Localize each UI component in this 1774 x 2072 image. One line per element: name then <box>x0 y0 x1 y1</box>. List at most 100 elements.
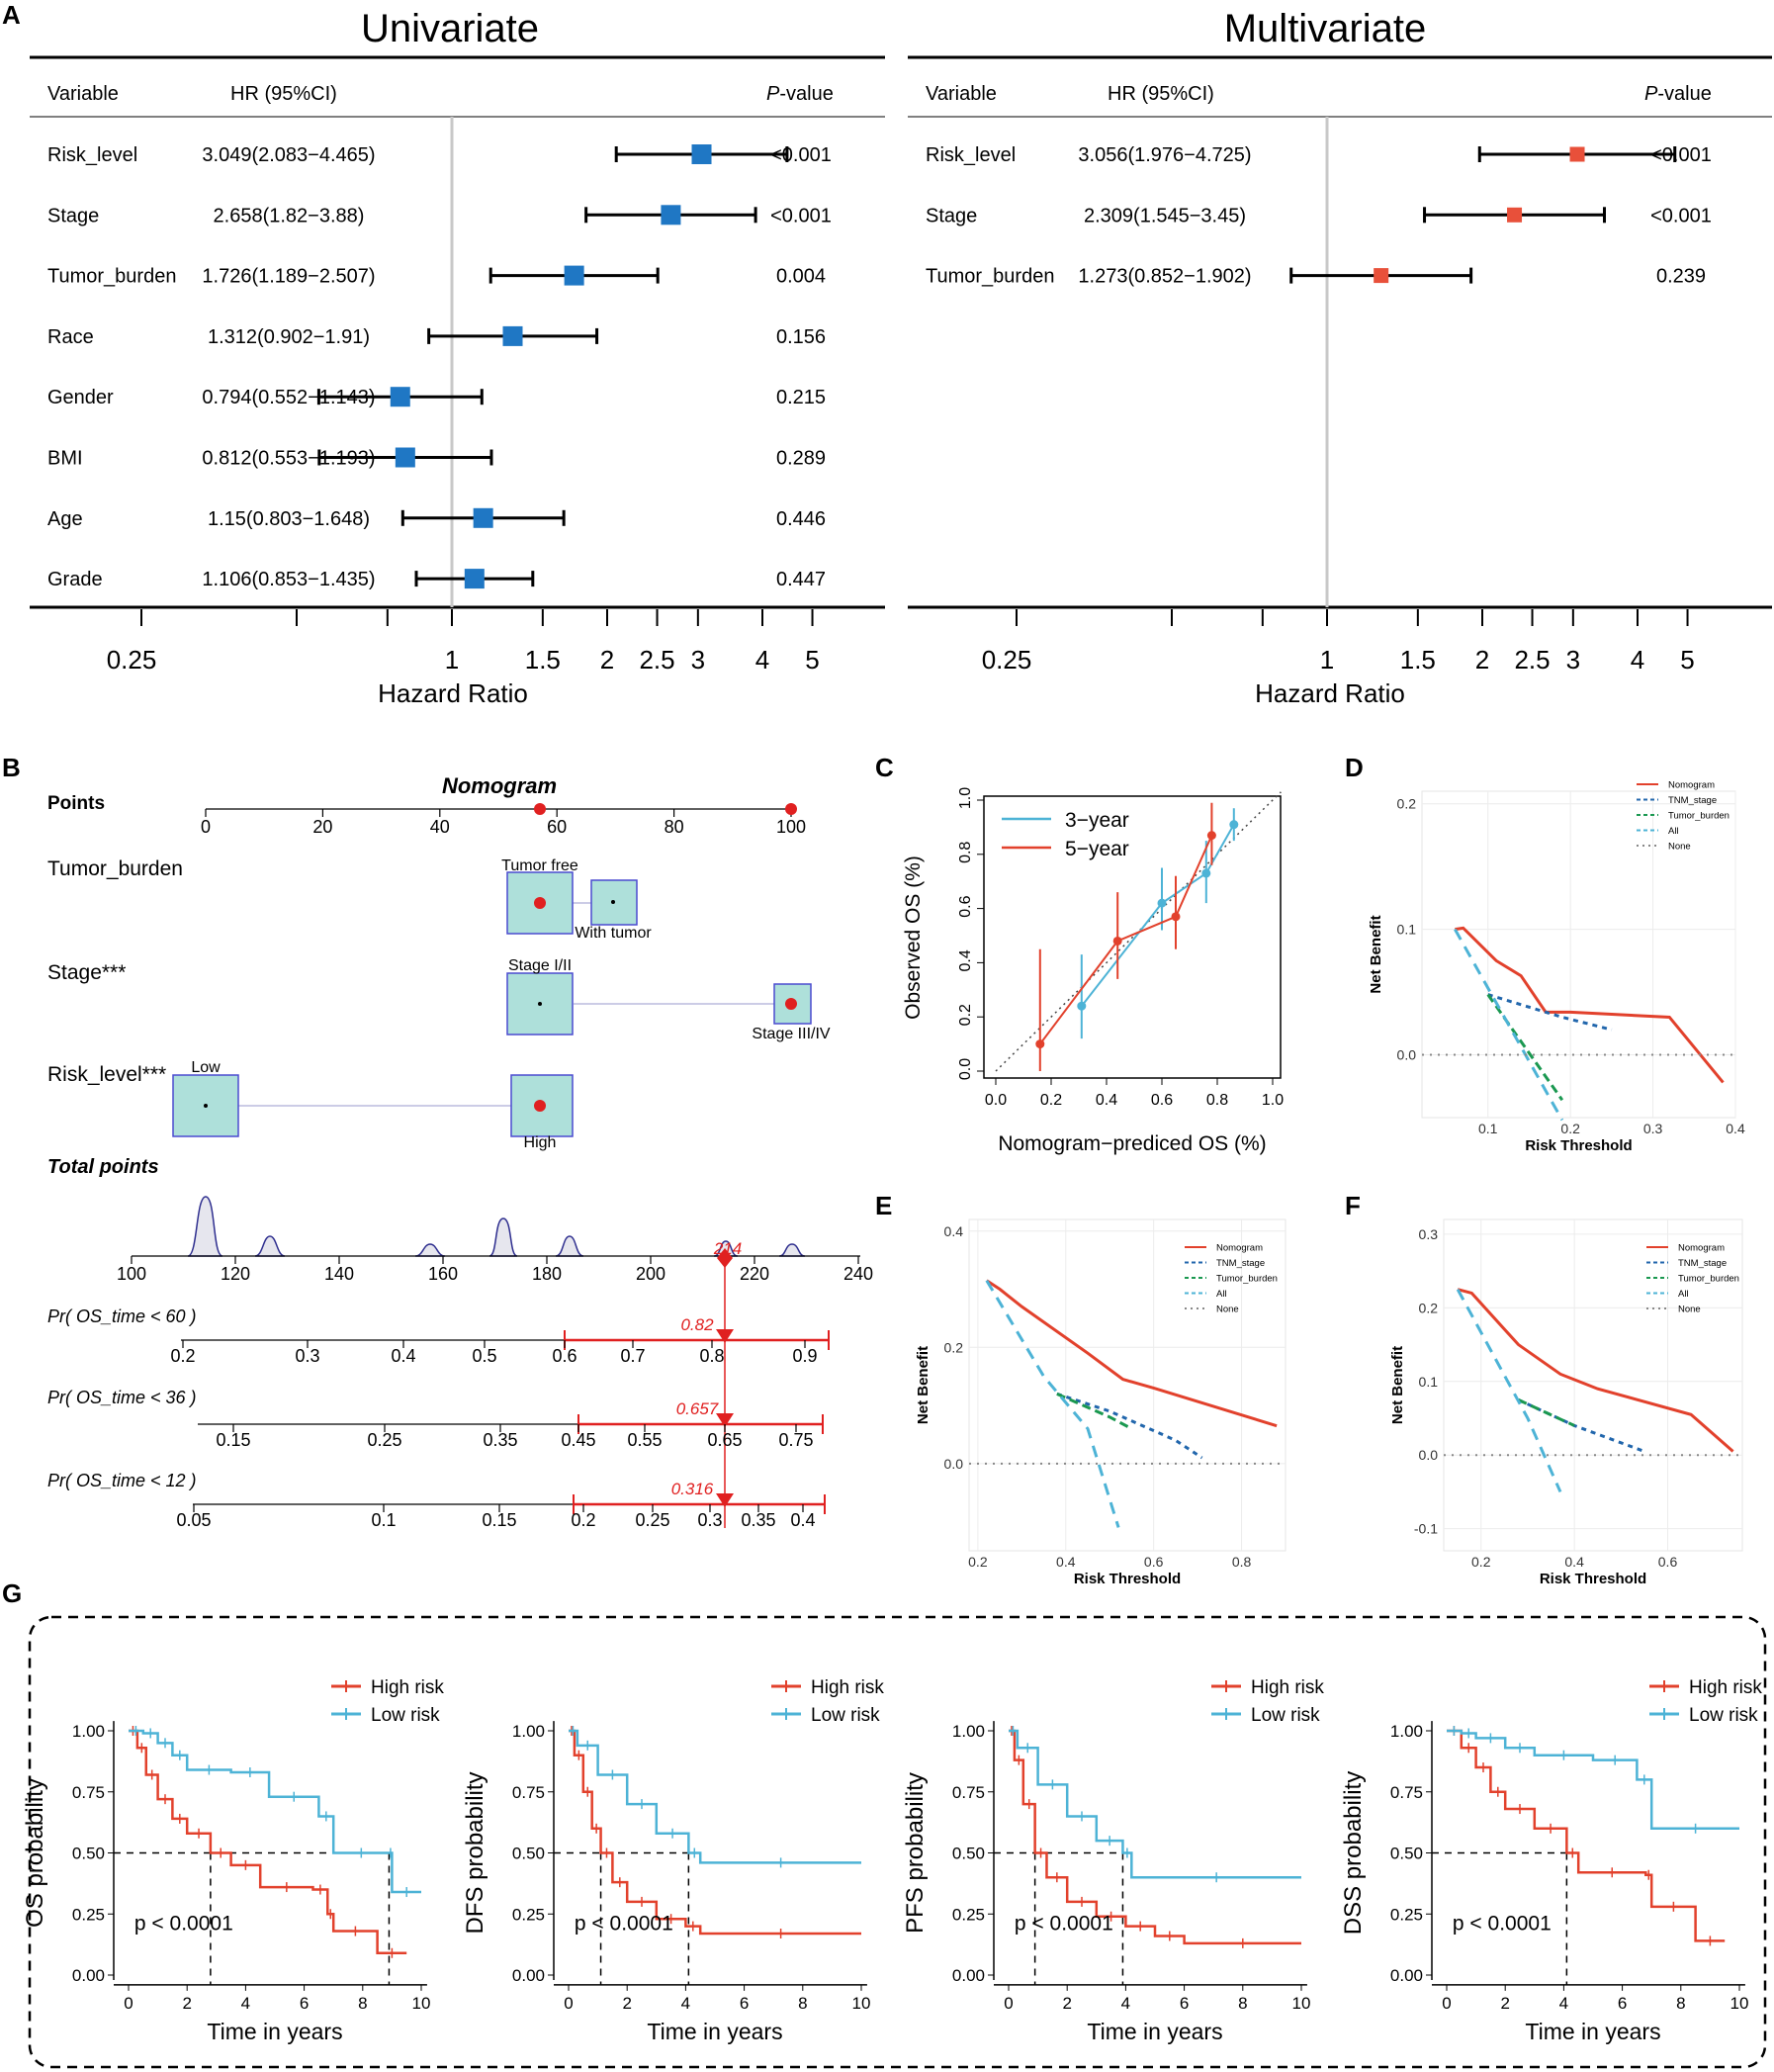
km-x-tick-label: 8 <box>798 1994 807 2013</box>
pr36-label: Pr( OS_time < 36 ) <box>47 1388 197 1407</box>
stage-label: Stage*** <box>47 961 126 984</box>
dca-legend-label: All <box>1678 1289 1689 1300</box>
points-axis-tick-label: 60 <box>547 817 567 837</box>
km-curve <box>1009 1729 1301 1879</box>
pr60-axis-tick-label: 0.9 <box>792 1346 817 1366</box>
km-y-tick-label: 0.00 <box>72 1966 105 1985</box>
total-diamond <box>717 1248 733 1268</box>
km-x-tick-label: 8 <box>358 1994 367 2013</box>
dca-plot-area <box>1443 1218 1743 1552</box>
panel-label-d: D <box>1345 753 1364 782</box>
panel-label-e: E <box>875 1191 892 1220</box>
km-curve <box>129 1729 421 1894</box>
pr12-axis-tick-label: 0.15 <box>482 1510 516 1530</box>
dca-legend-label: Nomogram <box>1668 780 1715 791</box>
forest-axis-tick-label: 1 <box>1320 645 1334 675</box>
km-y-tick-label: 0.00 <box>512 1966 545 1985</box>
forest-row-hr-text: 1.106(0.853−1.435) <box>202 569 375 590</box>
km-x-tick-label: 8 <box>1238 1994 1247 2013</box>
pr12-axis-tick-label: 0.3 <box>697 1510 722 1530</box>
forest-row-hr-text: 1.312(0.902−1.91) <box>208 326 370 348</box>
dca-y-tick-label: 0.4 <box>944 1223 964 1239</box>
dca-y-tick-label: 0.0 <box>944 1456 964 1472</box>
calibration-x-tick-label: 0.8 <box>1206 1092 1228 1109</box>
total-points-label: Total points <box>47 1156 159 1178</box>
pr36-axis-tick-label: 0.15 <box>216 1430 250 1450</box>
km-y-tick-label: 0.25 <box>1390 1905 1423 1924</box>
multivariate-col-hr: HR (95%CI) <box>1108 83 1214 105</box>
forest-row-pvalue: <0.001 <box>1650 205 1712 226</box>
km-legend-label: Low risk <box>1689 1705 1758 1726</box>
total-axis-tick-label: 140 <box>324 1264 354 1284</box>
forest-axis-tick-label: 2 <box>1475 645 1489 675</box>
calibration-y-tick-label: 0.2 <box>957 1004 974 1026</box>
forest-row-variable: Gender <box>47 387 114 408</box>
forest-row-hr-text: 0.812(0.553−1.193) <box>202 448 375 470</box>
stage-34-point <box>785 998 797 1010</box>
dca-line <box>1455 926 1725 1084</box>
forest-axis-tick-label: 1.5 <box>1400 645 1436 675</box>
km-curve <box>569 1729 861 1936</box>
forest-hr-point <box>1569 146 1585 162</box>
dca-x-tick-label: 0.6 <box>1144 1554 1164 1570</box>
forest-row-pvalue: 0.446 <box>776 508 826 530</box>
dca-y-tick-label: 0.1 <box>1419 1374 1439 1390</box>
density-bump <box>713 1240 739 1257</box>
forest-multivariate: Multivariate Variable HR (95%CI) P-value… <box>908 7 1772 708</box>
total-axis-tick-label: 180 <box>532 1264 562 1284</box>
forest-axis-tick-label: 2.5 <box>639 645 674 675</box>
calibration-y-tick-label: 0.0 <box>957 1058 974 1080</box>
pr12-axis-tick-label: 0.1 <box>371 1510 396 1530</box>
km-y-label: DSS probability <box>1340 1771 1367 1935</box>
dca-legend-label: None <box>1216 1305 1239 1315</box>
panel-label-g: G <box>2 1578 22 1608</box>
pr12-value: 0.316 <box>671 1480 714 1498</box>
forest-row-variable: BMI <box>47 448 83 470</box>
km-x-tick-label: 4 <box>1121 1994 1130 2013</box>
calibration-x-tick-label: 0.4 <box>1096 1092 1117 1109</box>
km-y-tick-label: 1.00 <box>72 1722 105 1741</box>
km-legend-label: High risk <box>371 1677 444 1698</box>
km-x-tick-label: 4 <box>681 1994 690 2013</box>
forest-row-hr-text: 3.056(1.976−4.725) <box>1078 144 1251 166</box>
dca-y-tick-label: 0.2 <box>1397 796 1417 812</box>
km-y-tick-label: 0.25 <box>72 1905 105 1924</box>
km-x-label: Time in years <box>647 2019 782 2044</box>
density-bump <box>187 1196 223 1257</box>
multivariate-col-variable: Variable <box>926 83 997 105</box>
pr60-axis-tick-label: 0.7 <box>620 1346 645 1366</box>
dca-y-label: Net Benefit <box>1389 1346 1406 1424</box>
forest-row-variable: Risk_level <box>926 144 1016 166</box>
dca-x-tick-label: 0.2 <box>968 1554 988 1570</box>
forest-row-pvalue: 0.239 <box>1656 266 1706 288</box>
km-x-tick-label: 6 <box>740 1994 749 2013</box>
forest-hr-point <box>691 144 712 164</box>
km-y-tick-label: 0.75 <box>1390 1783 1423 1802</box>
points-marker-100 <box>785 803 797 815</box>
km-x-tick-label: 6 <box>1180 1994 1189 2013</box>
km-x-tick-label: 10 <box>412 1994 431 2013</box>
dca-line <box>1517 1398 1575 1427</box>
forest-axis-tick-label: 4 <box>1631 645 1644 675</box>
univariate-col-hr: HR (95%CI) <box>230 83 337 105</box>
km-x-tick-label: 10 <box>1730 1994 1749 2013</box>
km-legend-label: High risk <box>1689 1677 1762 1698</box>
dca-x-tick-label: 0.2 <box>1471 1554 1491 1570</box>
dca-x-tick-label: 0.2 <box>1560 1121 1580 1136</box>
km-x-tick-label: 2 <box>182 1994 191 2013</box>
forest-row-variable: Stage <box>47 205 99 226</box>
tumor-burden-label: Tumor_burden <box>47 857 183 880</box>
calibration-y-label: Observed OS (%) <box>902 856 925 1020</box>
density-bump <box>254 1235 286 1257</box>
km-x-label: Time in years <box>207 2019 342 2044</box>
km-pvalue: p < 0.0001 <box>1015 1913 1113 1936</box>
dca-y-tick-label: 0.2 <box>944 1339 964 1355</box>
calibration-frame <box>983 795 1282 1079</box>
km-curve <box>1447 1729 1726 1942</box>
km-y-tick-label: 0.25 <box>512 1905 545 1924</box>
multivariate-hr-axis-label: Hazard Ratio <box>1255 678 1405 708</box>
forest-axis-tick-label: 4 <box>755 645 769 675</box>
dca-line <box>1056 1392 1203 1460</box>
km-x-tick-label: 8 <box>1676 1994 1685 2013</box>
pr12-axis-tick-label: 0.35 <box>741 1510 775 1530</box>
